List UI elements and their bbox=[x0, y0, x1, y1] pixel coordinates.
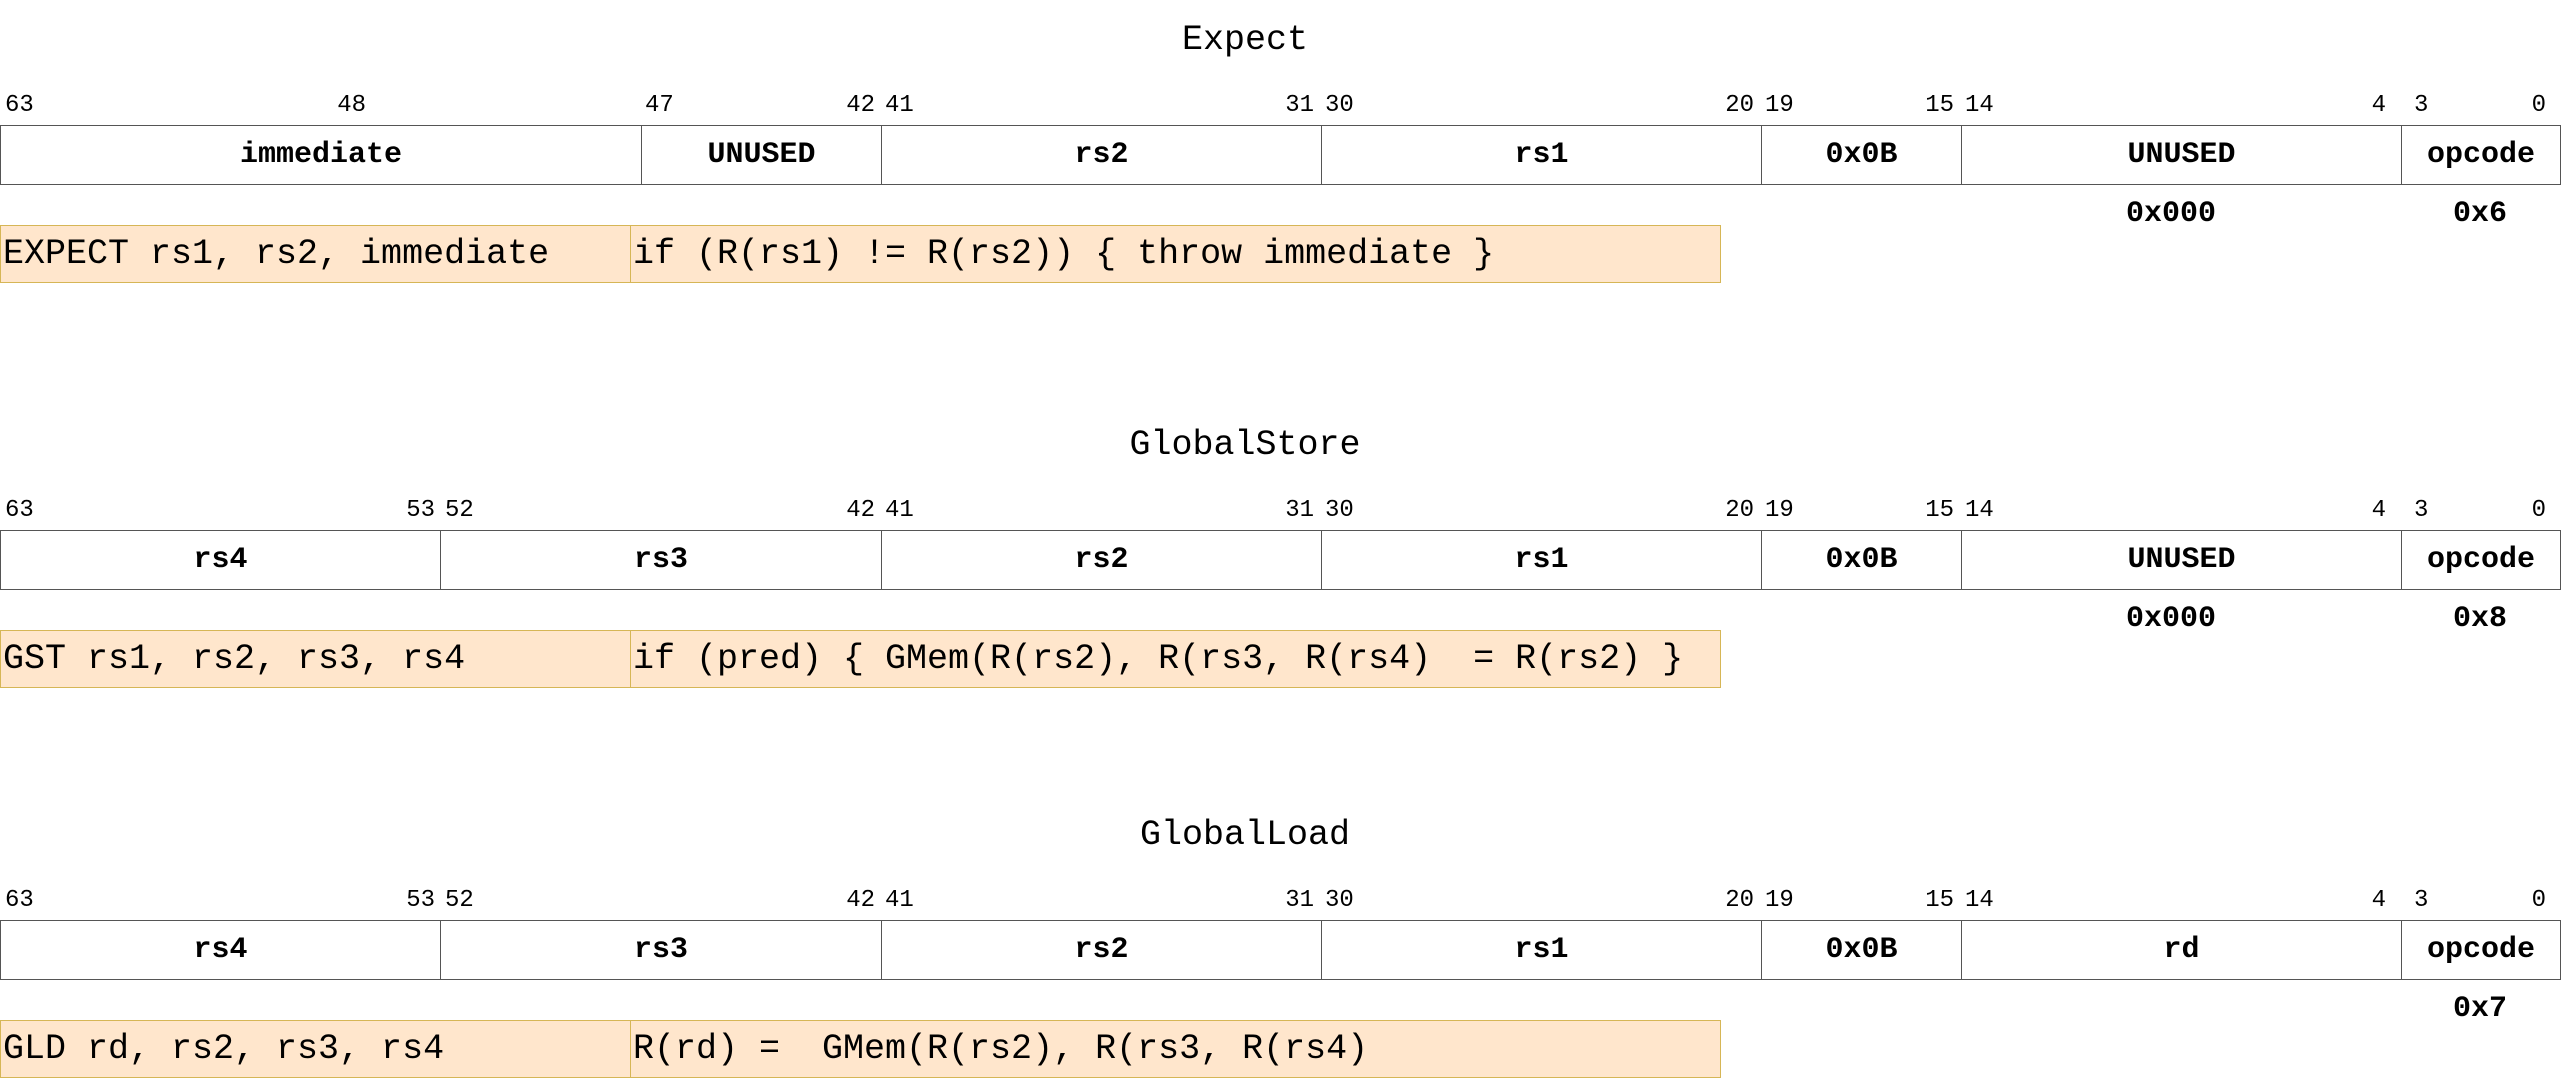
field-constant: 0x6 bbox=[2452, 197, 2507, 231]
assembly-syntax: EXPECT rs1, rs2, immediate bbox=[0, 225, 631, 283]
field-rs3: rs3 bbox=[440, 530, 881, 590]
field-rs1: rs1 bbox=[1321, 125, 1761, 185]
bit-hi: 19 bbox=[1765, 92, 1794, 119]
field-constants-row: 0x000 0x6 bbox=[0, 197, 2561, 237]
assembly-syntax: GLD rd, rs2, rs3, rs4 bbox=[0, 1020, 631, 1078]
bit-index-row: 63 48 47 42 41 31 30 20 19 15 14 4 3 0 bbox=[0, 92, 2561, 122]
bit-hi: 63 bbox=[5, 887, 34, 914]
bit-hi: 63 bbox=[5, 92, 34, 119]
bit-hi: 41 bbox=[885, 497, 914, 524]
bit-hi: 14 bbox=[1965, 887, 1994, 914]
bit-lo: 0 bbox=[2531, 887, 2546, 914]
bit-hi: 19 bbox=[1765, 887, 1794, 914]
bit-hi: 14 bbox=[1965, 92, 1994, 119]
field-constant: 0x000 bbox=[2125, 602, 2216, 636]
bit-hi: 41 bbox=[885, 887, 914, 914]
field-row: rs4 rs3 rs2 rs1 0x0B UNUSED opcode bbox=[0, 530, 2561, 590]
field-row: immediate UNUSED rs2 rs1 0x0B UNUSED opc… bbox=[0, 125, 2561, 185]
bit-lo: 20 bbox=[1725, 887, 1754, 914]
instruction-title: Expect bbox=[1181, 20, 1309, 60]
field-rs3: rs3 bbox=[440, 920, 881, 980]
bit-lo: 20 bbox=[1725, 92, 1754, 119]
field-0x0b: 0x0B bbox=[1761, 920, 1961, 980]
field-rs1: rs1 bbox=[1321, 920, 1761, 980]
bit-lo: 0 bbox=[2531, 497, 2546, 524]
bit-lo: 42 bbox=[846, 92, 875, 119]
bit-index-row: 63 53 52 42 41 31 30 20 19 15 14 4 3 0 bbox=[0, 497, 2561, 527]
field-0x0b: 0x0B bbox=[1761, 530, 1961, 590]
bit-hi: 30 bbox=[1325, 92, 1354, 119]
bit-lo: 53 bbox=[406, 887, 435, 914]
bit-lo: 20 bbox=[1725, 497, 1754, 524]
field-constant: 0x8 bbox=[2452, 602, 2507, 636]
field-rs1: rs1 bbox=[1321, 530, 1761, 590]
instruction-title: GlobalLoad bbox=[1139, 815, 1351, 855]
field-opcode: opcode bbox=[2401, 530, 2561, 590]
field-row: rs4 rs3 rs2 rs1 0x0B rd opcode bbox=[0, 920, 2561, 980]
field-unused: UNUSED bbox=[1961, 125, 2401, 185]
bit-lo: 42 bbox=[846, 887, 875, 914]
field-rs4: rs4 bbox=[0, 530, 440, 590]
description-row: GST rs1, rs2, rs3, rs4 if (pred) { GMem(… bbox=[0, 630, 1721, 688]
bit-lo: 15 bbox=[1925, 887, 1954, 914]
bit-lo: 31 bbox=[1285, 497, 1314, 524]
bit-lo: 15 bbox=[1925, 497, 1954, 524]
bit-lo: 4 bbox=[2371, 497, 2386, 524]
bit-lo: 53 bbox=[406, 497, 435, 524]
field-rs2: rs2 bbox=[881, 125, 1321, 185]
bit-lo: 31 bbox=[1285, 887, 1314, 914]
bit-hi: 47 bbox=[645, 92, 674, 119]
field-rd: rd bbox=[1961, 920, 2401, 980]
bit-hi: 14 bbox=[1965, 497, 1994, 524]
field-opcode: opcode bbox=[2401, 920, 2561, 980]
field-rs2: rs2 bbox=[881, 920, 1321, 980]
field-unused: UNUSED bbox=[1961, 530, 2401, 590]
semantics: if (pred) { GMem(R(rs2), R(rs3, R(rs4) =… bbox=[631, 630, 1721, 688]
bit-hi: 3 bbox=[2414, 887, 2429, 914]
field-rs4: rs4 bbox=[0, 920, 440, 980]
field-immediate: immediate bbox=[0, 125, 641, 185]
bit-hi: 30 bbox=[1325, 497, 1354, 524]
bit-lo: 15 bbox=[1925, 92, 1954, 119]
bit-hi: 30 bbox=[1325, 887, 1354, 914]
description-row: GLD rd, rs2, rs3, rs4 R(rd) = GMem(R(rs2… bbox=[0, 1020, 1721, 1078]
field-unused: UNUSED bbox=[641, 125, 881, 185]
bit-lo: 0 bbox=[2531, 92, 2546, 119]
bit-lo: 48 bbox=[337, 92, 366, 119]
bit-hi: 3 bbox=[2414, 92, 2429, 119]
field-constants-row: 0x000 0x8 bbox=[0, 602, 2561, 642]
bit-hi: 41 bbox=[885, 92, 914, 119]
semantics: if (R(rs1) != R(rs2)) { throw immediate … bbox=[631, 225, 1721, 283]
bit-hi: 3 bbox=[2414, 497, 2429, 524]
assembly-syntax: GST rs1, rs2, rs3, rs4 bbox=[0, 630, 631, 688]
field-opcode: opcode bbox=[2401, 125, 2561, 185]
bit-hi: 52 bbox=[445, 497, 474, 524]
field-0x0b: 0x0B bbox=[1761, 125, 1961, 185]
field-constants-row: 0x7 bbox=[0, 992, 2561, 1032]
bit-lo: 42 bbox=[846, 497, 875, 524]
field-constant: 0x000 bbox=[2125, 197, 2216, 231]
semantics: R(rd) = GMem(R(rs2), R(rs3, R(rs4) bbox=[631, 1020, 1721, 1078]
bit-lo: 31 bbox=[1285, 92, 1314, 119]
bit-hi: 19 bbox=[1765, 497, 1794, 524]
instruction-title: GlobalStore bbox=[1129, 425, 1361, 465]
bit-index-row: 63 53 52 42 41 31 30 20 19 15 14 4 3 0 bbox=[0, 887, 2561, 917]
bit-hi: 63 bbox=[5, 497, 34, 524]
bit-lo: 4 bbox=[2371, 92, 2386, 119]
field-constant: 0x7 bbox=[2452, 992, 2507, 1026]
bit-hi: 52 bbox=[445, 887, 474, 914]
bit-lo: 4 bbox=[2371, 887, 2386, 914]
description-row: EXPECT rs1, rs2, immediate if (R(rs1) !=… bbox=[0, 225, 1721, 283]
field-rs2: rs2 bbox=[881, 530, 1321, 590]
